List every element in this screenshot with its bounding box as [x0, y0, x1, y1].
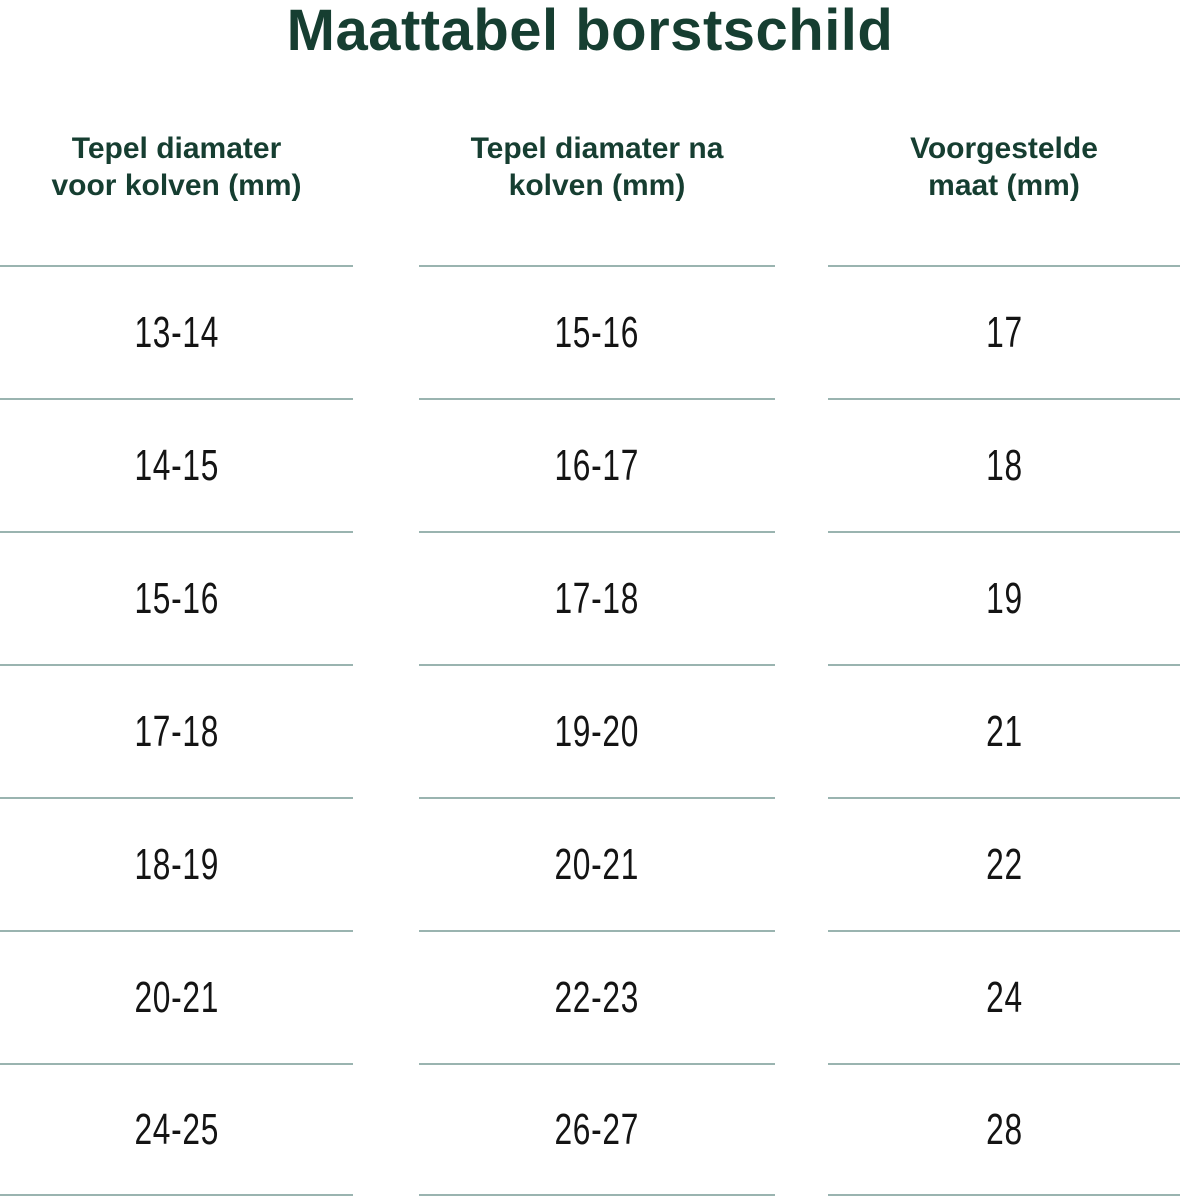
table-cell: 14-15 [0, 398, 353, 531]
column-header-suggested-size: Voorgestelde maat (mm) [828, 130, 1180, 265]
table-cell: 17-18 [419, 531, 775, 664]
table-cell: 16-17 [419, 398, 775, 531]
cell-value: 20-21 [554, 839, 640, 889]
column-header-line: maat (mm) [928, 169, 1080, 202]
table-cell: 15-16 [419, 265, 775, 398]
column-header-after-pumping: Tepel diamater na kolven (mm) [419, 130, 775, 265]
cell-value: 28 [985, 1104, 1023, 1154]
cell-value: 15-16 [134, 573, 219, 623]
cell-value: 18-19 [134, 839, 219, 889]
table-cell: 21 [828, 664, 1180, 797]
column-header-before-pumping: Tepel diamater voor kolven (mm) [0, 130, 353, 265]
table-cell: 20-21 [419, 797, 775, 930]
cell-value: 21 [985, 706, 1023, 756]
column-header-line: Voorgestelde [910, 132, 1098, 165]
column-header-line: Tepel diamater na [470, 132, 724, 165]
cell-value: 22 [985, 839, 1023, 889]
cell-value: 24 [985, 972, 1023, 1022]
cell-value: 17 [985, 307, 1023, 357]
table-cell: 28 [828, 1063, 1180, 1196]
cell-value: 24-25 [134, 1104, 219, 1154]
cell-value: 16-17 [554, 440, 640, 490]
table-cell: 24 [828, 930, 1180, 1063]
page-title: Maattabel borstschild [286, 0, 894, 63]
table-cell: 18 [828, 398, 1180, 531]
cell-value: 19-20 [554, 706, 640, 756]
table-column-suggested-size: Voorgestelde maat (mm) 17 18 19 21 22 24… [828, 130, 1180, 1196]
table-column-before-pumping: Tepel diamater voor kolven (mm) 13-14 14… [0, 130, 353, 1196]
cell-value: 15-16 [554, 307, 640, 357]
cell-value: 17-18 [554, 573, 640, 623]
table-cell: 17 [828, 265, 1180, 398]
table-cell: 24-25 [0, 1063, 353, 1196]
table-cell: 15-16 [0, 531, 353, 664]
cell-value: 26-27 [554, 1104, 640, 1154]
cell-value: 22-23 [554, 972, 640, 1022]
table-cell: 19-20 [419, 664, 775, 797]
column-header-line: kolven (mm) [508, 169, 686, 202]
table-cell: 19 [828, 531, 1180, 664]
table-cell: 22-23 [419, 930, 775, 1063]
table-cell: 26-27 [419, 1063, 775, 1196]
table-cell: 18-19 [0, 797, 353, 930]
cell-value: 20-21 [134, 972, 219, 1022]
size-table: Tepel diamater voor kolven (mm) 13-14 14… [0, 130, 1180, 1196]
table-cell: 17-18 [0, 664, 353, 797]
cell-value: 19 [985, 573, 1023, 623]
table-cell: 22 [828, 797, 1180, 930]
cell-value: 14-15 [134, 440, 219, 490]
table-column-after-pumping: Tepel diamater na kolven (mm) 15-16 16-1… [419, 130, 775, 1196]
table-cell: 13-14 [0, 265, 353, 398]
table-cell: 20-21 [0, 930, 353, 1063]
cell-value: 13-14 [134, 307, 219, 357]
cell-value: 17-18 [134, 706, 219, 756]
cell-value: 18 [985, 440, 1023, 490]
column-header-line: Tepel diamater [71, 132, 282, 165]
column-header-line: voor kolven (mm) [51, 169, 302, 202]
